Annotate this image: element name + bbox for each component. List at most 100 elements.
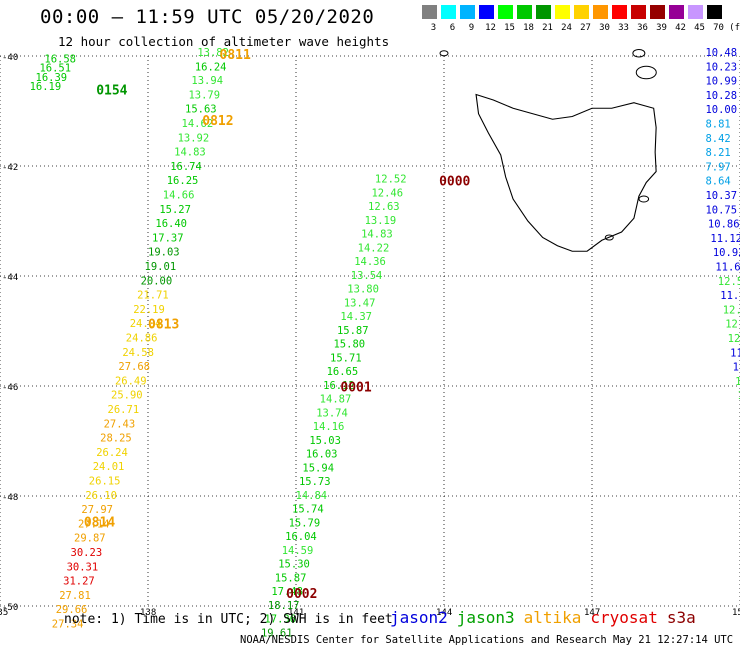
color-bin-33 — [612, 5, 627, 19]
color-bin-30 — [593, 5, 608, 19]
swh-value: 31.27 — [63, 576, 95, 588]
swh-value: 29.66 — [56, 604, 88, 616]
lat-label: -42 — [2, 163, 18, 173]
swh-value: 16.25 — [167, 175, 199, 187]
color-bin-label: 12 — [485, 23, 496, 33]
swh-value: 12.46 — [371, 187, 403, 199]
swh-value: 15.63 — [185, 104, 217, 116]
swh-value: 13.54 — [351, 270, 383, 282]
swh-value: 27.14 — [78, 518, 110, 530]
swh-value: 20.00 — [141, 275, 173, 287]
lon-label: 135 — [0, 608, 8, 618]
swh-value: 14.16 — [313, 421, 345, 433]
swh-value: 16.24 — [195, 61, 227, 73]
color-bin-label: 18 — [523, 23, 534, 33]
color-bin-label: 30 — [599, 23, 610, 33]
color-bin-15 — [498, 5, 513, 19]
map-subtitle: 12 hour collection of altimeter wave hei… — [58, 34, 390, 49]
lon-label: 141 — [288, 608, 304, 618]
color-bin-70 — [707, 5, 722, 19]
swh-value: 19.03 — [148, 247, 180, 259]
island-outline — [638, 195, 650, 203]
pass-time-label: 0813 — [148, 317, 179, 332]
lon-label: 150 — [732, 608, 740, 618]
swh-value: 17.37 — [152, 232, 184, 244]
swh-value: 21.71 — [137, 290, 169, 302]
units-note: note: 1) Time is in UTC; 2) SWH is in fe… — [64, 612, 393, 627]
swh-value: 26.71 — [108, 404, 140, 416]
swh-value: 16.51 — [39, 62, 71, 74]
color-bin-label: 39 — [656, 23, 667, 33]
swh-value: 14.84 — [296, 490, 328, 502]
swh-value: 12. — [738, 390, 740, 402]
swh-value: 13.82 — [197, 47, 229, 59]
swh-value: 27.43 — [104, 418, 136, 430]
lat-label: -46 — [2, 383, 18, 393]
swh-value: 26.15 — [89, 475, 121, 487]
color-bin-label: 36 — [637, 23, 648, 33]
island-outline — [439, 50, 449, 57]
color-bin-3 — [422, 5, 437, 19]
island-outline — [635, 65, 657, 80]
color-bin-24 — [555, 5, 570, 19]
swh-value: 16.74 — [170, 161, 202, 173]
swh-value: 12.57 — [718, 276, 740, 288]
color-bin-label: 42 — [675, 23, 686, 33]
pass-time-label: 0811 — [220, 48, 251, 63]
swh-value: 27.97 — [81, 504, 113, 516]
lon-label: 138 — [140, 608, 156, 618]
swh-value: 26.10 — [85, 490, 117, 502]
swh-value: 10.92 — [713, 247, 740, 259]
island-outline — [632, 49, 646, 58]
swh-value: 14.36 — [354, 256, 386, 268]
swh-value: 12.61 — [725, 319, 740, 331]
tasmania-coastline — [475, 93, 657, 252]
color-bin-label: 21 — [542, 23, 553, 33]
swh-value: 26.24 — [96, 447, 128, 459]
swh-value: 26.49 — [115, 375, 147, 387]
pass-time-label: 0812 — [202, 114, 233, 129]
swh-value: 30.23 — [71, 547, 103, 559]
swh-value: 10.86 — [708, 219, 740, 231]
swh-value: 8.42 — [705, 133, 730, 145]
swh-value: 22.19 — [133, 304, 165, 316]
swh-value: 14.83 — [361, 229, 393, 241]
swh-value: 8.64 — [705, 176, 730, 188]
swh-value: 15.79 — [289, 517, 321, 529]
lat-label: -40 — [2, 53, 18, 63]
lat-label: -50 — [2, 603, 18, 613]
lon-label: 147 — [584, 608, 600, 618]
swh-value: 13.74 — [316, 407, 348, 419]
swh-value: 14.66 — [163, 189, 195, 201]
swh-value: 7.97 — [705, 161, 730, 173]
swh-value: 16.04 — [285, 531, 317, 543]
swh-value: 18.17 — [268, 600, 300, 612]
swh-value: 24.01 — [93, 461, 125, 473]
legend-item-cryosat: cryosat — [590, 608, 658, 627]
swh-value: 13.94 — [191, 75, 223, 87]
swh-value: 13.92 — [178, 132, 210, 144]
pass-time-label: 0000 — [439, 174, 470, 189]
swh-value: 24.86 — [126, 332, 158, 344]
swh-value: 15.73 — [299, 476, 331, 488]
color-bin-label: 24 — [561, 23, 572, 33]
swh-value: 12.3 — [728, 333, 740, 345]
swh-value: 15.87 — [275, 572, 307, 584]
swh-value: 16.58 — [44, 54, 76, 66]
swh-value: 17.36 — [264, 614, 296, 626]
lat-label: -44 — [2, 273, 18, 283]
swh-value: 15.27 — [159, 204, 191, 216]
swh-value: 15.30 — [278, 559, 310, 571]
color-bin-9 — [460, 5, 475, 19]
lat-label: -48 — [2, 493, 18, 503]
color-bin-label: 33 — [618, 23, 629, 33]
color-bin-label: 15 — [504, 23, 515, 33]
swh-value: 11.0 — [733, 362, 740, 374]
swh-value: 12. — [735, 376, 740, 388]
swh-value: 25.90 — [111, 390, 143, 402]
swh-value: 10.99 — [705, 76, 737, 88]
swh-value: 13.47 — [344, 297, 376, 309]
color-bin-45 — [688, 5, 703, 19]
pass-time-label: 0814 — [84, 515, 115, 530]
